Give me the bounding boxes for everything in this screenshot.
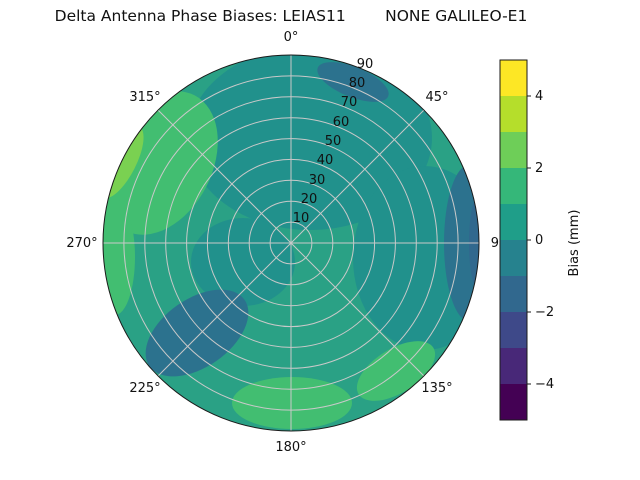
contour-region (317, 62, 389, 102)
colorbar-band (500, 60, 527, 96)
radial-tick-label: 50 (325, 134, 342, 149)
azimuth-label-135: 135° (421, 381, 452, 396)
colorbar-tick-label: −2 (535, 305, 554, 320)
colorbar-band (500, 204, 527, 240)
colorbar-band (500, 312, 527, 348)
chart-title: Delta Antenna Phase Biases: LEIAS11 NONE… (54, 7, 528, 25)
colorbar-band (500, 240, 527, 276)
contour-region (103, 199, 135, 315)
azimuth-label-0: 0° (284, 30, 299, 45)
radial-tick-labels: 10 20 30 40 50 60 70 80 90 (293, 57, 374, 226)
polar-outline (102, 54, 480, 432)
colorbar-band (500, 348, 527, 384)
radial-tick-label: 20 (301, 192, 318, 207)
azimuth-label-45: 45° (425, 90, 448, 105)
radial-tick-label: 80 (349, 76, 366, 91)
colorbar-tick-label: 0 (535, 233, 543, 248)
colorbar-band (500, 168, 527, 204)
colorbar-tick-labels: 4 2 0 −2 −4 (535, 89, 554, 392)
azimuth-label-225: 225° (129, 381, 160, 396)
radial-tick-label: 90 (357, 57, 374, 72)
colorbar-tick-label: 2 (535, 161, 543, 176)
radial-tick-label: 60 (333, 115, 350, 130)
azimuth-label-180: 180° (275, 440, 306, 455)
radial-tick-label: 10 (293, 211, 310, 226)
radial-tick-label: 30 (309, 173, 326, 188)
radial-tick-label: 40 (317, 153, 334, 168)
colorbar-axis-label: Bias (mm) (567, 210, 582, 277)
azimuth-tick-labels: 0° 45° 90 135° 180° 225° 270° 315° (66, 30, 507, 455)
colorbar-band (500, 384, 527, 420)
radial-tick-label: 70 (341, 95, 358, 110)
polar-grid (102, 54, 480, 432)
colorbar: 4 2 0 −2 −4 Bias (mm) (499, 59, 582, 421)
azimuth-label-315: 315° (129, 90, 160, 105)
colorbar-band (500, 96, 527, 132)
colorbar-band (500, 132, 527, 168)
colorbar-tick-marks (527, 95, 531, 385)
contour-region (191, 218, 295, 306)
colorbar-band (500, 276, 527, 312)
colorbar-bands (500, 60, 527, 420)
colorbar-tick-label: 4 (535, 89, 543, 104)
azimuth-label-270: 270° (66, 236, 97, 251)
contour-region (356, 341, 436, 401)
colorbar-tick-label: −4 (535, 377, 554, 392)
contour-region (232, 377, 352, 429)
